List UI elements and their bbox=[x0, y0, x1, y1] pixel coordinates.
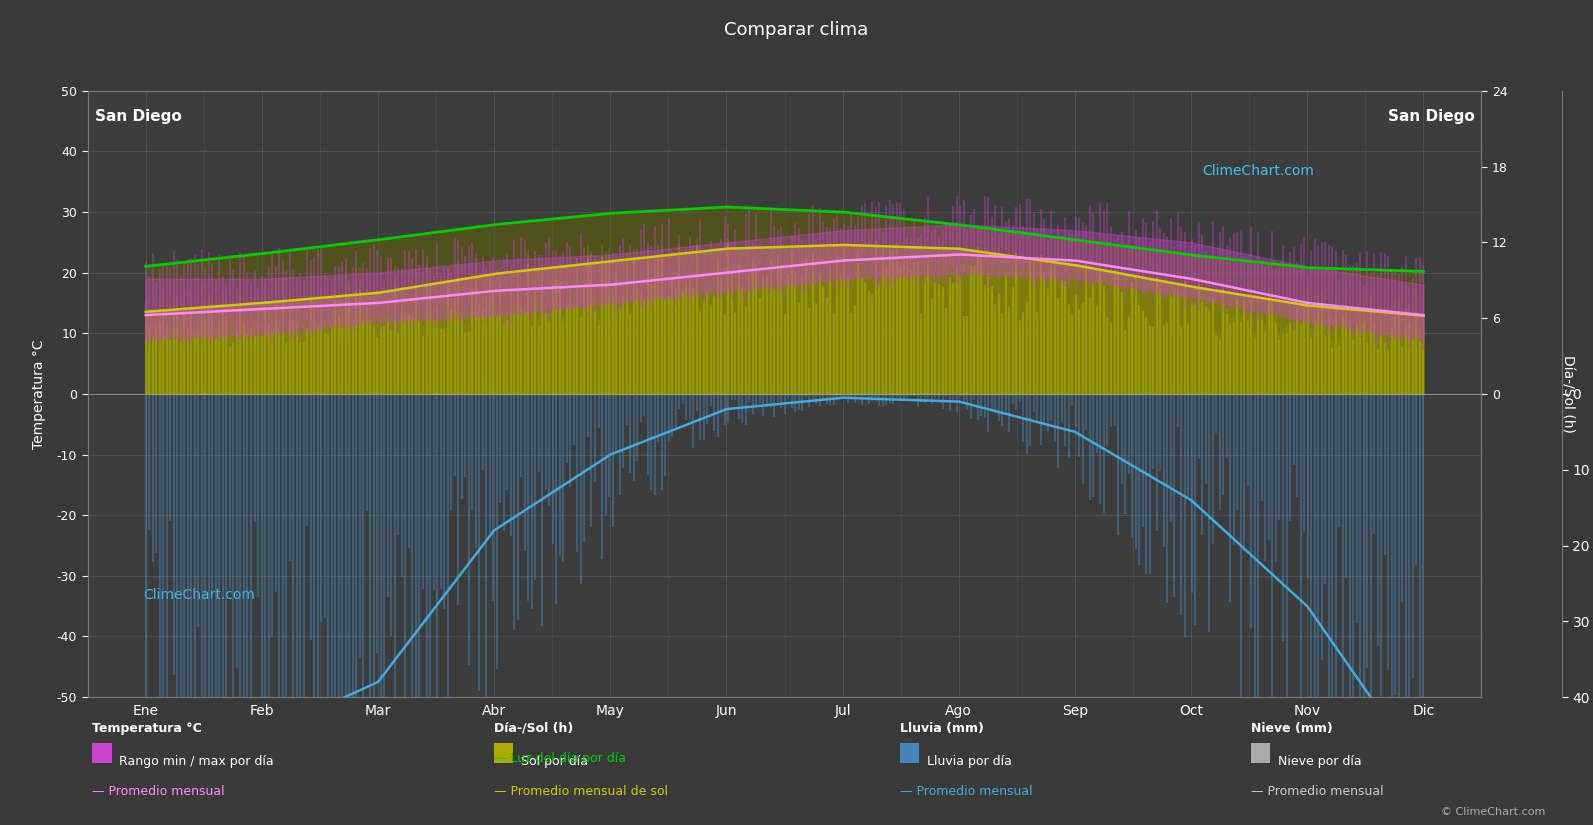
Y-axis label: Temperatura °C: Temperatura °C bbox=[32, 339, 46, 449]
Text: Nieve (mm): Nieve (mm) bbox=[1251, 722, 1332, 735]
Text: — Promedio mensual: — Promedio mensual bbox=[92, 785, 225, 799]
Text: Sol por día: Sol por día bbox=[521, 755, 588, 768]
Text: — Luz del día por día: — Luz del día por día bbox=[494, 752, 626, 766]
Text: ClimeChart.com: ClimeChart.com bbox=[143, 588, 255, 602]
Y-axis label: Día-/Sol (h): Día-/Sol (h) bbox=[1561, 355, 1574, 433]
Text: Lluvia por día: Lluvia por día bbox=[927, 755, 1012, 768]
Text: ClimeChart.com: ClimeChart.com bbox=[1203, 163, 1314, 177]
Text: Temperatura °C: Temperatura °C bbox=[92, 722, 202, 735]
Text: Comparar clima: Comparar clima bbox=[725, 21, 868, 39]
Text: Nieve por día: Nieve por día bbox=[1278, 755, 1360, 768]
Text: © ClimeChart.com: © ClimeChart.com bbox=[1440, 807, 1545, 817]
Text: — Promedio mensual de sol: — Promedio mensual de sol bbox=[494, 785, 667, 799]
Text: Lluvia (mm): Lluvia (mm) bbox=[900, 722, 984, 735]
Text: San Diego: San Diego bbox=[94, 109, 182, 124]
Text: San Diego: San Diego bbox=[1388, 109, 1475, 124]
Text: — Promedio mensual: — Promedio mensual bbox=[900, 785, 1032, 799]
Text: Día-/Sol (h): Día-/Sol (h) bbox=[494, 722, 573, 735]
Text: — Promedio mensual: — Promedio mensual bbox=[1251, 785, 1383, 799]
Text: Rango min / max por día: Rango min / max por día bbox=[119, 755, 274, 768]
